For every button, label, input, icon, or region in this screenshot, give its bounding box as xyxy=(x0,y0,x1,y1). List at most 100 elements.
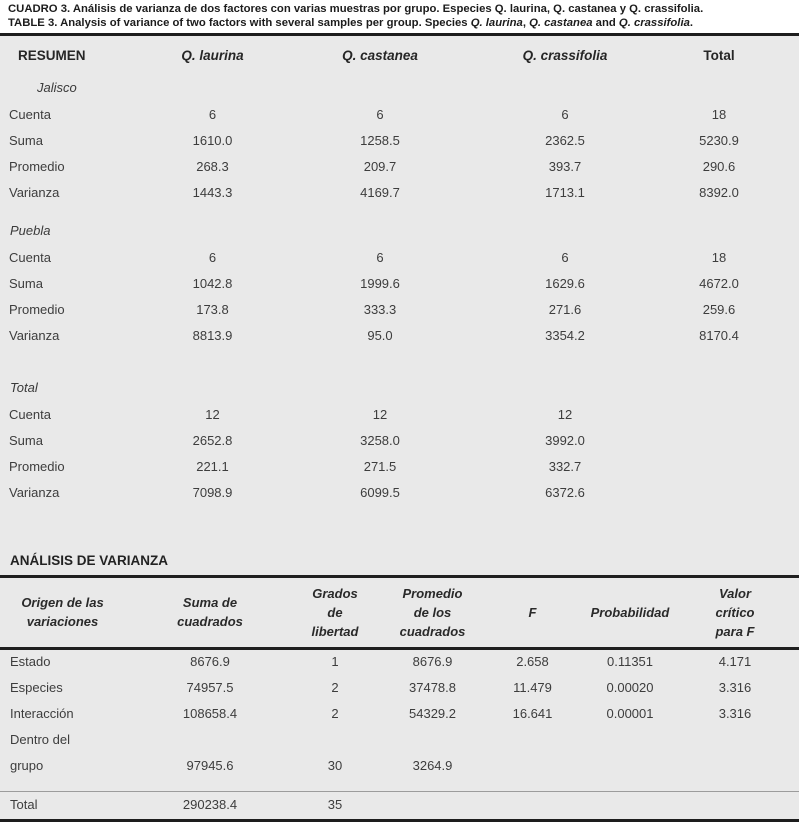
cell-value: 259.6 xyxy=(702,301,736,317)
anova-row: Especies 74957.5 2 37478.8 11.479 0.0002… xyxy=(0,674,799,700)
table-row: Varianza 8813.9 95.0 3354.2 8170.4 xyxy=(0,322,799,348)
cell-value: 4672.0 xyxy=(699,275,739,291)
cell-value: 12 xyxy=(372,406,388,422)
cell-value: 2 xyxy=(331,679,339,695)
anova-row: Estado 8676.9 1 8676.9 2.658 0.11351 4.1… xyxy=(0,648,799,674)
cell-value xyxy=(375,726,490,752)
cell-value: 1713.1 xyxy=(545,184,585,200)
cell-value: 393.7 xyxy=(548,158,582,174)
species-name: Q. crassifolia xyxy=(618,16,690,29)
cell-value: 1999.6 xyxy=(360,275,400,291)
cell-value: 271.5 xyxy=(363,458,397,474)
cell-value: 3354.2 xyxy=(545,327,585,343)
cell-value: 4169.7 xyxy=(360,184,400,200)
anova-col-header-source: Origen de las variaciones xyxy=(0,578,125,650)
anova-col-header-sum-squares: Suma de cuadrados xyxy=(125,578,295,650)
cell-value: 1 xyxy=(331,654,339,670)
cell-value: 6 xyxy=(376,106,384,122)
cell-value: 16.641 xyxy=(512,705,553,721)
group-label-row: Total xyxy=(0,374,799,401)
group-label-row: Jalisco xyxy=(0,74,799,101)
cell-value xyxy=(490,790,575,818)
anova-col-header-f-critical: Valor crítico para F xyxy=(685,578,799,650)
anova-row: grupo 97945.6 30 3264.9 xyxy=(0,752,799,778)
cell-value: 8676.9 xyxy=(190,654,230,670)
cell-value: 6099.5 xyxy=(360,484,400,500)
caption-en-segment: TABLE 3. Analysis of variance of two fac… xyxy=(8,16,471,29)
cell-value: 221.1 xyxy=(196,458,229,474)
row-label: Varianza xyxy=(9,184,60,200)
summary-table: RESUMEN Q. laurina Q. castanea Q. crassi… xyxy=(0,36,799,505)
cell-value: 1258.5 xyxy=(360,132,400,148)
cell-value: 290.6 xyxy=(702,158,736,174)
summary-col-header-q-crassifolia: Q. crassifolia xyxy=(522,47,608,63)
summary-header-row: RESUMEN Q. laurina Q. castanea Q. crassi… xyxy=(0,36,799,74)
summary-col-header-resumen: RESUMEN xyxy=(18,47,86,63)
row-label: Promedio xyxy=(9,158,65,174)
anova-row: Interacción 108658.4 2 54329.2 16.641 0.… xyxy=(0,700,799,726)
row-label: Promedio xyxy=(9,301,65,317)
cell-value xyxy=(125,726,295,752)
cell-value: 54329.2 xyxy=(409,705,456,721)
spacer xyxy=(0,778,799,791)
cell-value: 173.8 xyxy=(196,301,229,317)
row-label: Dentro del xyxy=(10,731,70,747)
cell-value: 2 xyxy=(331,705,339,721)
cell-value: 3992.0 xyxy=(545,432,585,448)
table-row: Cuenta 6 6 6 18 xyxy=(0,101,799,127)
row-label: grupo xyxy=(10,757,44,773)
cell-value: 6 xyxy=(561,249,569,265)
table-row: Suma 1610.0 1258.5 2362.5 5230.9 xyxy=(0,127,799,153)
cell-value xyxy=(685,790,799,818)
cell-value: 97945.6 xyxy=(186,757,234,773)
row-label: Total xyxy=(0,790,125,818)
cell-value: 2.658 xyxy=(516,654,549,670)
cell-value: 2362.5 xyxy=(545,132,585,148)
table-row: Varianza 7098.9 6099.5 6372.6 xyxy=(0,479,799,505)
cell-value xyxy=(575,726,685,752)
cell-value: 6 xyxy=(376,249,384,265)
table-row: Promedio 221.1 271.5 332.7 xyxy=(0,453,799,479)
cell-value: 0.00020 xyxy=(606,679,654,695)
caption-en-segment: . xyxy=(689,16,693,29)
cell-value xyxy=(295,726,375,752)
anova-col-header-df: Grados de libertad xyxy=(295,578,375,650)
cell-value xyxy=(575,752,685,778)
cell-value xyxy=(685,726,799,752)
table-row: Varianza 1443.3 4169.7 1713.1 8392.0 xyxy=(0,179,799,205)
cell-value: 0.11351 xyxy=(606,654,654,670)
cell-value xyxy=(665,479,799,505)
cell-value: 8813.9 xyxy=(192,327,233,343)
spacer xyxy=(0,348,799,374)
cell-value: 4.171 xyxy=(718,654,752,670)
cell-value: 8392.0 xyxy=(699,184,739,200)
cell-value: 3258.0 xyxy=(360,432,400,448)
cell-value xyxy=(575,790,685,818)
cell-value: 3264.9 xyxy=(412,757,453,773)
row-label: Interacción xyxy=(10,705,74,721)
cell-value: 108658.4 xyxy=(182,705,238,721)
cell-value: 8170.4 xyxy=(699,327,739,343)
cell-value: 18 xyxy=(711,249,727,265)
table-panel: RESUMEN Q. laurina Q. castanea Q. crassi… xyxy=(0,33,799,822)
cell-value: 5230.9 xyxy=(699,132,739,148)
row-label: Cuenta xyxy=(9,249,51,265)
cell-value: 18 xyxy=(711,106,727,122)
spacer-row xyxy=(0,205,799,217)
row-label: Cuenta xyxy=(9,106,51,122)
group-label-total: Total xyxy=(10,380,38,395)
row-label: Especies xyxy=(10,679,63,695)
cell-value: 271.6 xyxy=(548,301,582,317)
table-row: Suma 1042.8 1999.6 1629.6 4672.0 xyxy=(0,270,799,296)
cell-value: 7098.9 xyxy=(192,484,233,500)
cell-value: 333.3 xyxy=(363,301,397,317)
row-label: Estado xyxy=(10,654,51,670)
cell-value: 1042.8 xyxy=(192,275,233,291)
cell-value: 11.479 xyxy=(513,679,552,695)
group-label-puebla: Puebla xyxy=(10,223,51,238)
row-label: Suma xyxy=(9,275,43,291)
cell-value xyxy=(490,752,575,778)
cell-value: 3.316 xyxy=(718,705,752,721)
cell-value: 6 xyxy=(208,249,217,265)
table-row: Promedio 268.3 209.7 393.7 290.6 xyxy=(0,153,799,179)
